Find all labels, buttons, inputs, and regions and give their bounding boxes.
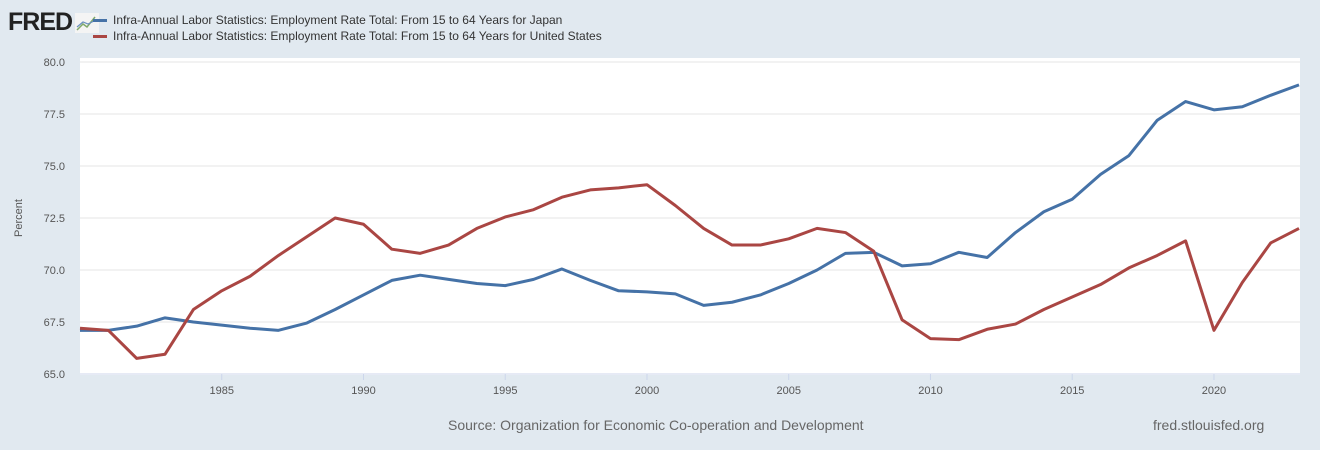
legend-label: Infra-Annual Labor Statistics: Employmen…	[113, 13, 563, 27]
y-tick-label: 80.0	[44, 57, 65, 69]
series-line-united-states[interactable]	[79, 183, 1300, 360]
y-tick-label: 70.0	[44, 265, 65, 277]
x-tick-label: 2005	[776, 385, 800, 397]
x-tick-label: 1985	[210, 385, 234, 397]
legend-item-japan[interactable]: Infra-Annual Labor Statistics: Employmen…	[93, 12, 602, 28]
legend-item-us[interactable]: Infra-Annual Labor Statistics: Employmen…	[93, 28, 602, 44]
chart-legend: Infra-Annual Labor Statistics: Employmen…	[93, 12, 602, 44]
x-tick-label: 2010	[918, 385, 942, 397]
fred-logo-text: FRED	[8, 8, 73, 36]
legend-label: Infra-Annual Labor Statistics: Employmen…	[113, 29, 602, 43]
fred-logo[interactable]: FRED	[8, 8, 100, 37]
fred-url-link[interactable]: fred.stlouisfed.org	[1153, 417, 1265, 433]
x-tick-label: 2000	[635, 385, 659, 397]
y-tick-label: 65.0	[44, 369, 65, 381]
series-line-japan[interactable]	[80, 83, 1300, 332]
y-tick-label: 75.0	[44, 161, 65, 173]
y-axis-label: Percent	[13, 199, 25, 237]
x-tick-label: 2015	[1060, 385, 1084, 397]
x-tick-label: 2020	[1202, 385, 1226, 397]
y-tick-label: 67.5	[44, 317, 65, 329]
x-tick-label: 1995	[493, 385, 517, 397]
y-tick-label: 72.5	[44, 213, 65, 225]
source-note: Source: Organization for Economic Co-ope…	[448, 417, 864, 433]
y-tick-label: 77.5	[44, 109, 65, 121]
legend-swatch	[93, 34, 107, 38]
legend-swatch	[93, 18, 107, 22]
x-tick-label: 1990	[351, 385, 375, 397]
fred-chart-icon	[75, 12, 100, 33]
